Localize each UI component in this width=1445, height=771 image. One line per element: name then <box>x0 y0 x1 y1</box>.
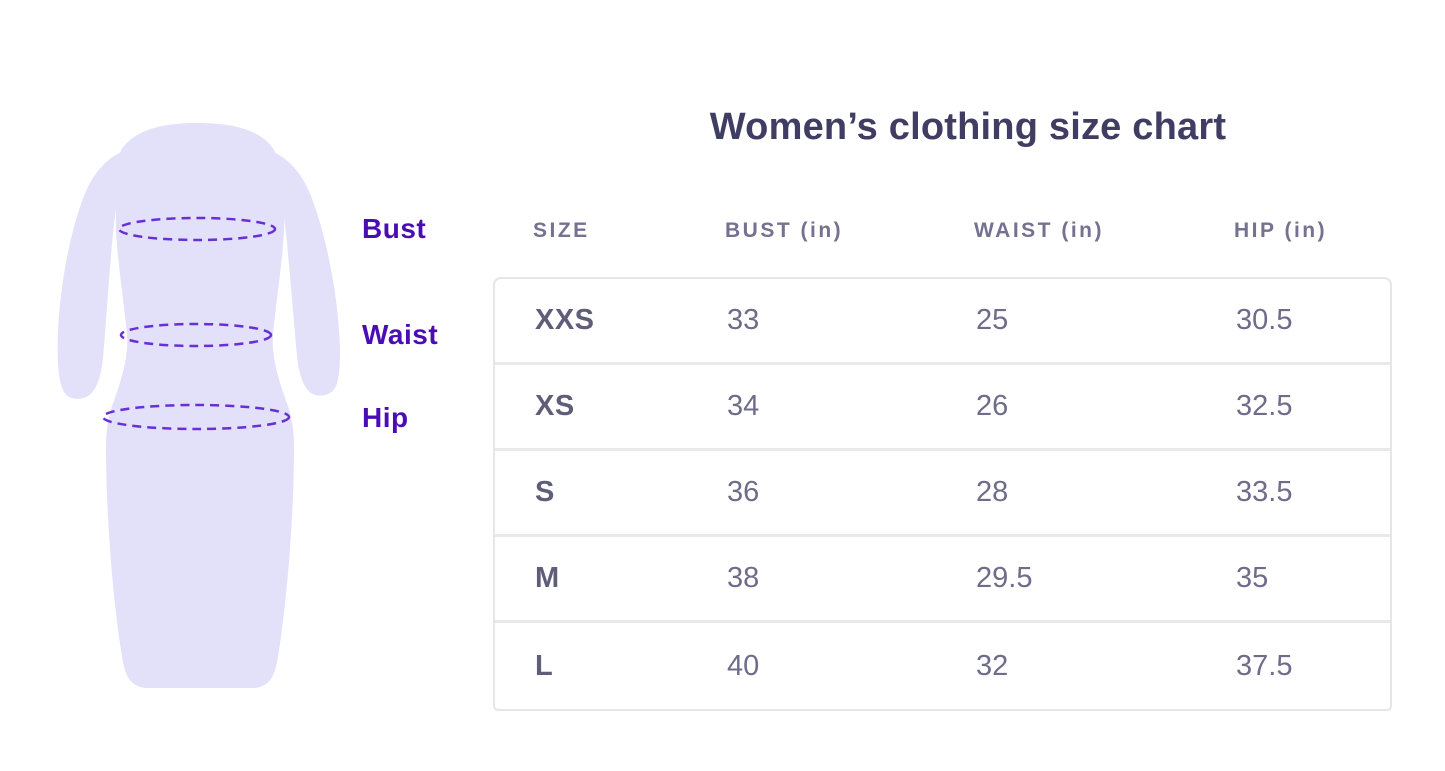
column-header-waist: WAIST (in) <box>974 219 1104 242</box>
size-table: XXS 33 25 30.5 XS 34 26 32.5 S 36 28 33.… <box>493 277 1392 711</box>
table-row: XXS 33 25 30.5 <box>495 279 1390 365</box>
hip-cell: 37.5 <box>1236 649 1293 682</box>
dress-silhouette-illustration <box>57 123 340 688</box>
bust-cell: 38 <box>727 562 760 594</box>
table-row: M 38 29.5 35 <box>495 537 1390 623</box>
hip-cell: 30.5 <box>1236 304 1293 336</box>
bust-label: Bust <box>362 213 427 244</box>
dress-left-sleeve-shape <box>57 148 131 399</box>
dress-right-sleeve-shape <box>264 148 340 396</box>
table-header-row: SIZE BUST (in) WAIST (in) HIP (in) <box>493 219 1392 243</box>
column-header-size: SIZE <box>533 219 590 242</box>
column-header-hip: HIP (in) <box>1234 219 1328 242</box>
table-row: S 36 28 33.5 <box>495 451 1390 537</box>
size-cell: XXS <box>535 304 595 336</box>
table-row: L 40 32 37.5 <box>495 623 1390 709</box>
bust-cell: 40 <box>727 649 760 682</box>
bust-cell: 34 <box>727 390 760 422</box>
waist-cell: 26 <box>976 390 1009 422</box>
waist-cell: 28 <box>976 476 1009 508</box>
waist-cell: 25 <box>976 304 1009 336</box>
hip-cell: 32.5 <box>1236 390 1293 422</box>
waist-cell: 29.5 <box>976 562 1033 594</box>
size-cell: S <box>535 476 555 508</box>
bust-cell: 36 <box>727 476 760 508</box>
hip-cell: 33.5 <box>1236 476 1293 508</box>
hip-measure-line <box>101 403 291 431</box>
hip-cell: 35 <box>1236 562 1269 594</box>
hip-label: Hip <box>362 402 409 433</box>
size-cell: L <box>535 649 554 682</box>
waist-label: Waist <box>362 319 439 350</box>
column-header-bust: BUST (in) <box>725 219 844 242</box>
size-cell: M <box>535 562 560 594</box>
table-row: XS 34 26 32.5 <box>495 365 1390 451</box>
bust-measure-line <box>117 216 277 242</box>
size-cell: XS <box>535 390 575 422</box>
waist-cell: 32 <box>976 649 1009 682</box>
bust-cell: 33 <box>727 304 760 336</box>
waist-measure-line <box>119 322 273 348</box>
page-title: Women’s clothing size chart <box>709 106 1227 148</box>
